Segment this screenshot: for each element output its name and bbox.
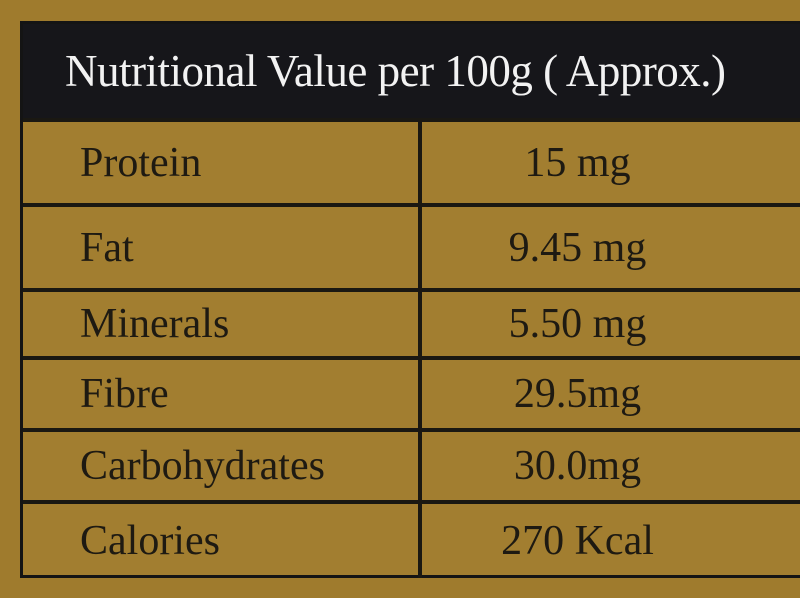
nutrition-table: Nutritional Value per 100g ( Approx.) Pr…: [20, 21, 800, 578]
nutrient-name: Minerals: [80, 301, 230, 347]
nutrient-name: Fibre: [80, 371, 169, 417]
nutrient-name: Protein: [80, 139, 202, 186]
nutrient-name: Calories: [80, 518, 220, 564]
nutrient-value: 5.50 mg: [418, 292, 800, 356]
nutrient-value: 30.0mg: [418, 432, 800, 500]
nutrient-value: 15 mg: [418, 122, 800, 203]
table-row: Protein 15 mg: [23, 118, 800, 203]
table-row: Fat 9.45 mg: [23, 203, 800, 288]
table-row: Fibre 29.5mg: [23, 356, 800, 428]
nutrient-value: 270 Kcal: [418, 504, 800, 578]
table-title: Nutritional Value per 100g ( Approx.): [23, 24, 800, 118]
table-row: Calories 270 Kcal: [23, 500, 800, 578]
nutrient-value: 9.45 mg: [418, 207, 800, 288]
nutrient-value: 29.5mg: [418, 360, 800, 428]
table-row: Carbohydrates 30.0mg: [23, 428, 800, 500]
table-row: Minerals 5.50 mg: [23, 288, 800, 356]
nutrient-name: Carbohydrates: [80, 443, 325, 489]
nutrient-name: Fat: [80, 224, 134, 271]
